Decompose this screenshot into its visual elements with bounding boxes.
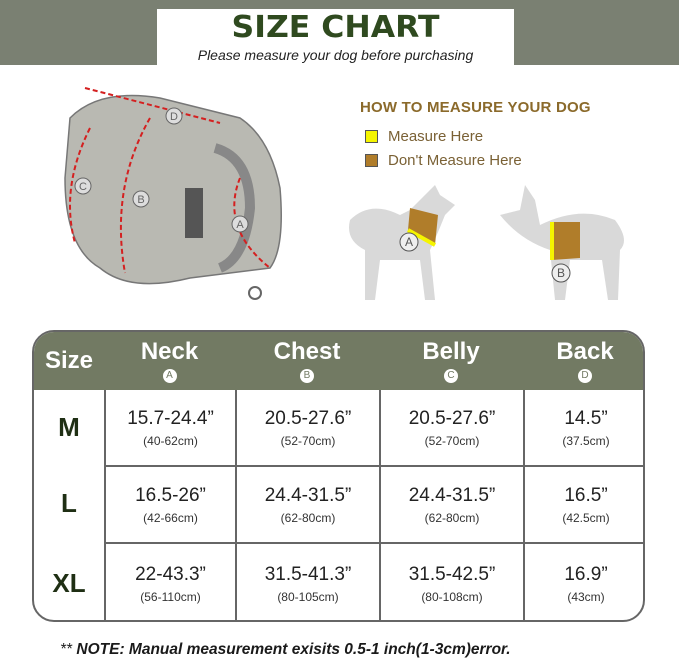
cm-value: (43cm) — [567, 590, 605, 604]
inch-value: 31.5-42.5” — [408, 564, 496, 585]
inch-value: 16.5-26” — [135, 484, 206, 506]
size-table: Size Neck A Chest B Belly C Back D M 15.7-24.… — [32, 330, 645, 622]
cm-value: (62-80cm) — [424, 510, 480, 525]
marker-d-icon: D — [578, 369, 592, 383]
cm-value: (40-62cm) — [143, 433, 198, 448]
table-cell: 31.5-42.5” (80-108cm) — [379, 542, 523, 620]
inch-value: 20.5-27.6” — [264, 407, 352, 429]
legend-measure-here: Measure Here — [365, 128, 483, 145]
size-label: XL — [52, 567, 86, 598]
size-label: M — [58, 412, 80, 442]
table-cell: 16.9” (43cm) — [523, 542, 643, 620]
table-cell: 15.7-24.4” (40-62cm) — [104, 390, 235, 465]
marker-c-icon: C — [444, 369, 458, 383]
header-chest: Chest B — [273, 338, 341, 383]
page-subtitle: Please measure your dog before purchasin… — [197, 47, 474, 63]
page-title: SIZE CHART — [231, 10, 440, 45]
table-cell: 20.5-27.6” (52-70cm) — [379, 390, 523, 465]
marker-a-icon: A — [162, 369, 177, 383]
header-back: Back D — [556, 338, 614, 383]
table-cell: 24.4-31.5” (62-80cm) — [379, 465, 523, 542]
inch-value: 24.4-31.5” — [408, 484, 496, 506]
inch-value: 16.9” — [564, 564, 608, 585]
yellow-swatch-icon — [365, 130, 378, 143]
inch-value: 24.4-31.5” — [264, 484, 352, 506]
cm-value: (42.5cm) — [562, 510, 610, 525]
title-box: SIZE CHART Please measure your dog befor… — [157, 9, 514, 65]
header-size: Size — [44, 347, 94, 374]
legend-dont-measure: Don't Measure Here — [365, 152, 522, 169]
label-b: B — [137, 194, 144, 206]
table-cell: 22-43.3” (56-110cm) — [104, 542, 235, 620]
cm-value: (52-70cm) — [424, 433, 480, 448]
cm-value: (56-110cm) — [140, 590, 201, 604]
howto-title: HOW TO MEASURE YOUR DOG — [360, 99, 591, 116]
dog-label-b: B — [557, 266, 565, 280]
cm-value: (42-66cm) — [143, 510, 198, 525]
label-d: D — [170, 111, 178, 123]
inch-value: 14.5” — [564, 407, 608, 429]
dog-diagrams: A B — [349, 185, 624, 300]
measurement-note: ** NOTE: Manual measurement exisits 0.5-… — [60, 641, 511, 658]
inch-value: 16.5” — [564, 484, 608, 506]
table-cell: 20.5-27.6” (52-70cm) — [235, 390, 379, 465]
dog-label-a: A — [405, 235, 413, 249]
inch-value: 31.5-41.3” — [264, 564, 352, 585]
cm-value: (62-80cm) — [280, 510, 336, 525]
inch-value: 15.7-24.4” — [127, 407, 214, 429]
header-neck: Neck A — [140, 338, 199, 383]
table-cell: 31.5-41.3” (80-105cm) — [235, 542, 379, 620]
table-cell: 24.4-31.5” (62-80cm) — [235, 465, 379, 542]
header-belly: Belly C — [422, 338, 480, 383]
size-label: L — [61, 488, 77, 518]
brown-swatch-icon — [365, 154, 378, 167]
label-c: C — [79, 181, 87, 193]
marker-b-icon: B — [300, 369, 314, 383]
table-cell: 16.5” (42.5cm) — [523, 465, 643, 542]
table-cell: 16.5-26” (42-66cm) — [104, 465, 235, 542]
inch-value: 20.5-27.6” — [408, 407, 496, 429]
harness-illustration: D B C A — [64, 87, 282, 300]
cm-value: (37.5cm) — [562, 433, 610, 448]
label-a: A — [236, 219, 244, 231]
cm-value: (52-70cm) — [280, 433, 336, 448]
inch-value: 22-43.3” — [135, 564, 206, 585]
cm-value: (80-108cm) — [421, 590, 483, 604]
cm-value: (80-105cm) — [277, 590, 339, 604]
table-cell: 14.5” (37.5cm) — [523, 390, 643, 465]
table-header: Size Neck A Chest B Belly C Back D — [34, 332, 643, 390]
